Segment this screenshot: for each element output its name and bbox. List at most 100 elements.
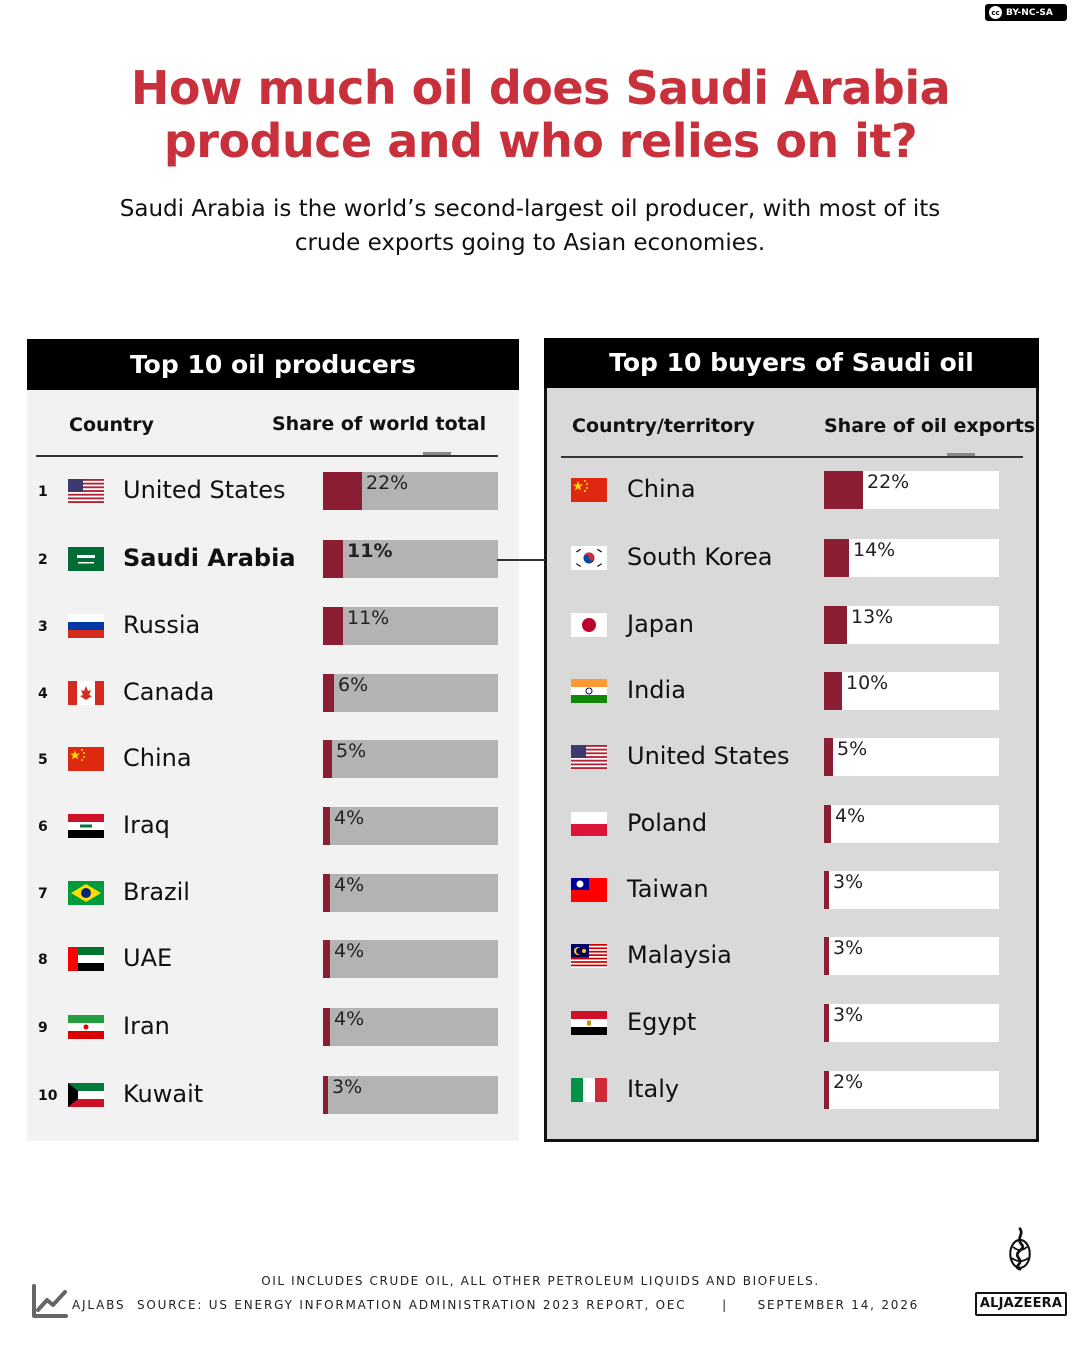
- bar-track: 2%: [824, 1071, 999, 1109]
- flag-jp-icon: [571, 613, 607, 637]
- country-name: South Korea: [627, 543, 773, 571]
- country-name: Kuwait: [123, 1080, 204, 1108]
- table-row: 5 China 5%: [27, 740, 519, 780]
- country-name: UAE: [123, 944, 173, 972]
- bar: [323, 1076, 328, 1114]
- data-label: 4%: [334, 807, 365, 829]
- table-row: 8 UAE 4%: [27, 940, 519, 980]
- country-name: Russia: [123, 611, 201, 639]
- bar: [323, 540, 343, 578]
- rank-label: 10: [38, 1088, 58, 1104]
- country-name: China: [123, 744, 192, 772]
- flag-tw-icon: [571, 878, 607, 902]
- bar-track: 11%: [323, 540, 498, 578]
- bar-track: 6%: [323, 674, 498, 712]
- license-label: BY-NC-SA: [1006, 7, 1053, 18]
- bar: [824, 1004, 829, 1042]
- data-label: 10%: [846, 672, 889, 694]
- table-row: China 22%: [547, 471, 1036, 511]
- rank-label: 2: [38, 552, 48, 568]
- bar: [824, 937, 829, 975]
- page-subtitle: Saudi Arabia is the world’s second-large…: [60, 192, 1000, 260]
- producers-country-header: Country: [69, 414, 154, 436]
- country-name: United States: [123, 476, 286, 504]
- bar: [824, 471, 863, 509]
- data-label: 4%: [334, 940, 365, 962]
- flag-br-icon: [68, 881, 104, 905]
- aljazeera-emblem-icon: [1009, 1227, 1031, 1271]
- aljazeera-wordmark: ALJAZEERA: [975, 1292, 1067, 1316]
- data-label: 3%: [833, 937, 864, 959]
- table-row: Italy 2%: [547, 1071, 1036, 1111]
- producers-share-header: Share of world total: [272, 413, 487, 435]
- subtitle-line-1: Saudi Arabia is the world’s second-large…: [119, 196, 941, 222]
- bar: [323, 807, 330, 845]
- flag-us-icon: [571, 745, 607, 769]
- footer-separator: |: [722, 1298, 728, 1312]
- subtitle-line-2: crude exports going to Asian economies.: [294, 230, 766, 256]
- country-name: Malaysia: [627, 941, 732, 969]
- country-name: Japan: [627, 610, 694, 638]
- table-row: South Korea 14%: [547, 539, 1036, 579]
- table-row: Poland 4%: [547, 805, 1036, 845]
- data-label: 3%: [833, 871, 864, 893]
- rank-label: 9: [38, 1020, 48, 1036]
- footer-brand: AJLABS: [72, 1298, 126, 1312]
- country-name: Iraq: [123, 811, 170, 839]
- rank-label: 5: [38, 752, 48, 768]
- table-row: 9 Iran 4%: [27, 1008, 519, 1048]
- country-name: Egypt: [627, 1008, 697, 1036]
- data-label: 22%: [867, 471, 910, 493]
- bar-track: 3%: [824, 1004, 999, 1042]
- table-row: United States 5%: [547, 738, 1036, 778]
- bar-track: 4%: [323, 940, 498, 978]
- bar-track: 3%: [323, 1076, 498, 1114]
- producers-header-tick: [423, 452, 451, 455]
- country-name: China: [627, 475, 696, 503]
- bar-track: 3%: [824, 937, 999, 975]
- buyers-panel-title: Top 10 buyers of Saudi oil: [544, 338, 1039, 388]
- title-line-1: How much oil does Saudi Arabia: [130, 61, 951, 115]
- bar: [323, 674, 334, 712]
- data-label: 5%: [837, 738, 868, 760]
- flag-iq-icon: [68, 814, 104, 838]
- data-label: 4%: [334, 874, 365, 896]
- rank-label: 7: [38, 886, 48, 902]
- bar-track: 4%: [323, 874, 498, 912]
- producers-panel: Top 10 oil producers Country Share of wo…: [27, 339, 519, 1141]
- country-name: Canada: [123, 678, 215, 706]
- country-name: Saudi Arabia: [123, 544, 296, 572]
- buyers-share-header: Share of oil exports: [824, 415, 1036, 437]
- bar: [824, 606, 847, 644]
- bar-track: 4%: [323, 1008, 498, 1046]
- bar: [323, 940, 330, 978]
- bar-track: 5%: [824, 738, 999, 776]
- bar-track: 14%: [824, 539, 999, 577]
- data-label: 5%: [336, 740, 367, 762]
- bar-track: 22%: [824, 471, 999, 509]
- country-name: India: [627, 676, 686, 704]
- rank-label: 3: [38, 619, 48, 635]
- rank-label: 8: [38, 952, 48, 968]
- country-name: Taiwan: [627, 875, 709, 903]
- buyers-header-rule: [561, 456, 1023, 458]
- bar: [824, 539, 849, 577]
- flag-eg-icon: [571, 1011, 607, 1035]
- flag-kr-icon: [571, 546, 607, 570]
- table-row: Japan 13%: [547, 606, 1036, 646]
- footer-date: SEPTEMBER 14, 2026: [757, 1298, 920, 1312]
- data-label: 4%: [835, 805, 866, 827]
- flag-cn-icon: [571, 478, 607, 502]
- bar: [323, 1008, 330, 1046]
- table-row: Egypt 3%: [547, 1004, 1036, 1044]
- bar: [323, 607, 343, 645]
- producers-panel-title: Top 10 oil producers: [27, 339, 519, 390]
- table-row: 6 Iraq 4%: [27, 807, 519, 847]
- country-name: Iran: [123, 1012, 170, 1040]
- buyers-header-tick: [947, 453, 975, 456]
- country-name: Brazil: [123, 878, 190, 906]
- license-badge: cc BY-NC-SA: [985, 4, 1067, 21]
- table-row: Taiwan 3%: [547, 871, 1036, 911]
- rank-label: 1: [38, 484, 48, 500]
- table-row: India 10%: [547, 672, 1036, 712]
